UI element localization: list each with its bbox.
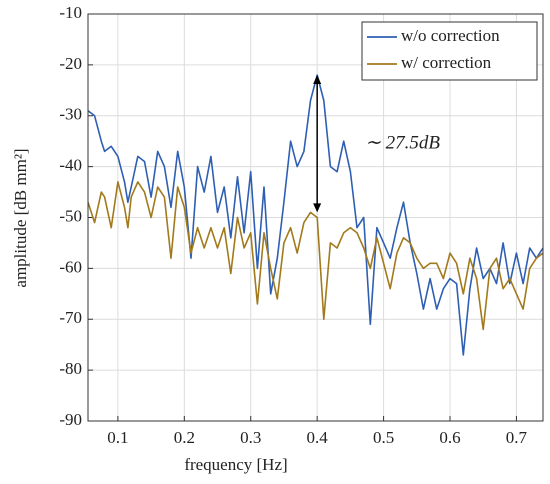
data-line <box>88 181 543 331</box>
x-tick-label: 0.3 <box>240 428 261 447</box>
y-tick-label: -90 <box>59 410 82 429</box>
x-tick-label: 0.1 <box>107 428 128 447</box>
x-tick-label: 0.4 <box>307 428 329 447</box>
y-tick-label: -40 <box>59 156 82 175</box>
x-axis-label: frequency [Hz] <box>184 455 287 474</box>
data-line <box>88 74 543 356</box>
plot-frame <box>87 13 544 422</box>
y-tick-label: -60 <box>59 257 82 276</box>
y-tick-label: -80 <box>59 359 82 378</box>
y-tick-label: -20 <box>59 54 82 73</box>
annotation-text: ∼ 27.5dB <box>365 132 440 153</box>
x-tick-label: 0.5 <box>373 428 394 447</box>
legend-label: w/ correction <box>401 53 492 72</box>
x-tick-label: 0.6 <box>439 428 460 447</box>
legend-box <box>361 21 538 81</box>
plot-lines <box>88 74 543 356</box>
y-tick-label: -30 <box>59 105 82 124</box>
y-tick-label: -70 <box>59 308 82 327</box>
y-tick-label: -10 <box>59 3 82 22</box>
legend-label: w/o correction <box>401 26 500 45</box>
x-tick-label: 0.2 <box>174 428 195 447</box>
arrow-head <box>313 203 322 213</box>
x-tick-label: 0.7 <box>506 428 528 447</box>
y-axis-label: amplitude [dB mm²] <box>11 148 30 287</box>
arrow-head <box>313 75 322 85</box>
y-tick-label: -50 <box>59 206 82 225</box>
